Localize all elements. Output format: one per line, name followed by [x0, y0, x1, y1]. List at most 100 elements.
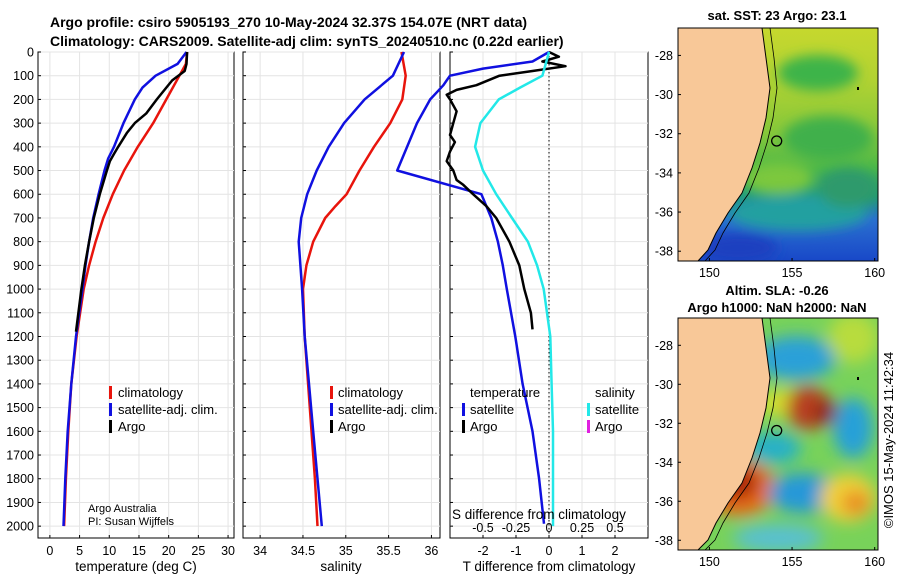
- x-tick-label: 0: [546, 544, 553, 558]
- legend-label-climatology: climatology: [118, 385, 184, 400]
- depth-tick-label: 100: [13, 69, 34, 83]
- map-x-tick-label: 155: [782, 555, 803, 569]
- x-tick-label: -2: [477, 544, 488, 558]
- map-x-tick-label: 150: [699, 266, 720, 280]
- depth-tick-label: 1600: [6, 425, 34, 439]
- sla-map: Altim. SLA: -0.26 Argo h1000: NaN h2000:…: [655, 283, 885, 569]
- x-tick-label: 30: [221, 544, 235, 558]
- sst-map: sat. SST: 23 Argo: 23.1: [655, 8, 885, 280]
- sst-map-ticks: 150 155 160 -28 -30 -32 -34 -36 -38: [655, 49, 885, 280]
- sla-map-title-2: Argo h1000: NaN h2000: NaN: [687, 300, 866, 315]
- difference-xlabel-top: S difference from climatology: [452, 507, 626, 522]
- sst-map-area: [678, 28, 878, 261]
- legend-label-t-argo: Argo: [470, 419, 497, 434]
- sla-map-ticks: 150 155 160 -28 -30 -32 -34 -36 -38: [655, 339, 885, 569]
- sla-map-title-1: Altim. SLA: -0.26: [725, 283, 828, 298]
- legend-label-climatology: climatology: [338, 385, 404, 400]
- temperature-grid: [38, 51, 234, 538]
- x-tick-label: -1: [510, 544, 521, 558]
- map-y-tick-label: -32: [655, 127, 673, 141]
- credit-line-1: Argo Australia: [88, 503, 157, 515]
- depth-tick-label: 1000: [6, 283, 34, 297]
- s-diff-tick-label: 0.25: [570, 521, 594, 535]
- sst-land: [678, 28, 770, 261]
- map-y-tick-label: -38: [655, 534, 673, 548]
- series-salinity-satellite: [473, 51, 555, 527]
- legend-label-argo: Argo: [118, 419, 145, 434]
- map-x-tick-label: 150: [699, 555, 720, 569]
- depth-tick-label: 1800: [6, 472, 34, 486]
- depth-tick-label: 1500: [6, 401, 34, 415]
- depth-tick-label: 1300: [6, 354, 34, 368]
- x-tick-label: 5: [76, 544, 83, 558]
- temperature-panel: 0 5 10 15 20 25 30 0 100 200 300 400 500 600 700 800 90…: [6, 46, 235, 575]
- depth-tick-label: 700: [13, 211, 34, 225]
- difference-xlabel: T difference from climatology: [463, 559, 636, 574]
- title-line-2: Climatology: CARS2009. Satellite-adj cli…: [50, 33, 564, 49]
- x-tick-label: 34: [253, 544, 267, 558]
- legend-swatch-argo: [109, 420, 112, 433]
- x-tick-label: 1: [579, 544, 586, 558]
- depth-tick-label: 500: [13, 164, 34, 178]
- sla-map-area: [678, 318, 878, 550]
- x-tick-label: 35.5: [376, 544, 400, 558]
- x-tick-label: 2: [612, 544, 619, 558]
- salinity-xticks: 34 34.5 35 35.5 36: [253, 535, 438, 558]
- title-line-1: Argo profile: csiro 5905193_270 10-May-2…: [50, 14, 527, 30]
- legend-swatch-t-satellite: [462, 403, 465, 416]
- temperature-xticks: 0 5 10 15 20 25 30: [46, 535, 235, 558]
- map-x-tick-label: 155: [782, 266, 803, 280]
- x-tick-label: 10: [102, 544, 116, 558]
- depth-tick-label: 2000: [6, 520, 34, 534]
- map-y-tick-label: -36: [655, 206, 673, 220]
- map-x-tick-label: 160: [864, 555, 885, 569]
- salinity-axes-frame: [242, 51, 441, 539]
- depth-tick-label: 200: [13, 93, 34, 107]
- sst-coastline: [697, 28, 771, 261]
- depth-tick-label: 1700: [6, 449, 34, 463]
- difference-xticks: -2 -1 0 1 2: [477, 535, 619, 558]
- legend-swatch-satellite: [109, 403, 112, 416]
- map-y-tick-label: -38: [655, 245, 673, 259]
- sst-map-title: sat. SST: 23 Argo: 23.1: [708, 8, 847, 23]
- map-y-tick-label: -32: [655, 417, 673, 431]
- x-tick-label: 34.5: [291, 544, 315, 558]
- depth-tick-label: 1100: [7, 306, 34, 320]
- temperature-lines: [62, 51, 189, 527]
- map-y-tick-label: -34: [655, 166, 673, 180]
- depth-tick-label: 1200: [6, 330, 34, 344]
- temperature-xlabel: temperature (deg C): [75, 559, 197, 574]
- x-tick-label: 36: [424, 544, 438, 558]
- x-tick-label: 15: [132, 544, 146, 558]
- series-satellite-adj-clim-: [297, 51, 406, 527]
- series-temperature-argo: [445, 50, 567, 330]
- legend-swatch-t-argo: [462, 420, 465, 433]
- s-diff-tick-label: -0.25: [502, 521, 531, 535]
- temperature-legend: climatology satellite-adj. clim. Argo: [109, 385, 218, 434]
- sla-coastline: [697, 318, 771, 550]
- salinity-panel: 34 34.5 35 35.5 36 salinity climatology sate…: [242, 51, 441, 574]
- series-argo: [74, 51, 189, 332]
- footer-stamp: ©IMOS 15-May-2024 11:42:34: [881, 352, 896, 528]
- x-tick-label: 20: [162, 544, 176, 558]
- depth-tick-label: 900: [13, 259, 34, 273]
- depth-tick-label: 0: [27, 46, 34, 60]
- depth-ticks: 0 100 200 300 400 500 600 700 800 900 1000 1100 1200…: [6, 46, 34, 534]
- legend-swatch-climatology: [330, 386, 333, 399]
- map-y-tick-label: -36: [655, 495, 673, 509]
- x-tick-label: 25: [191, 544, 205, 558]
- s-diff-tick-label: -0.5: [472, 521, 494, 535]
- depth-tick-label: 800: [13, 235, 34, 249]
- depth-tick-label: 1400: [6, 377, 34, 391]
- sst-shelf-contour: [704, 28, 778, 261]
- credit-line-2: PI: Susan Wijffels: [88, 516, 174, 528]
- salinity-grid: [243, 51, 440, 538]
- legend-swatch-s-argo: [587, 420, 590, 433]
- map-y-tick-label: -30: [655, 88, 673, 102]
- sla-float-marker: [771, 424, 783, 437]
- salinity-xlabel: salinity: [320, 559, 362, 574]
- sla-land: [678, 318, 770, 550]
- difference-legend: temperature salinity satellite Argo sate…: [462, 385, 639, 434]
- temperature-axes-frame: [37, 51, 235, 539]
